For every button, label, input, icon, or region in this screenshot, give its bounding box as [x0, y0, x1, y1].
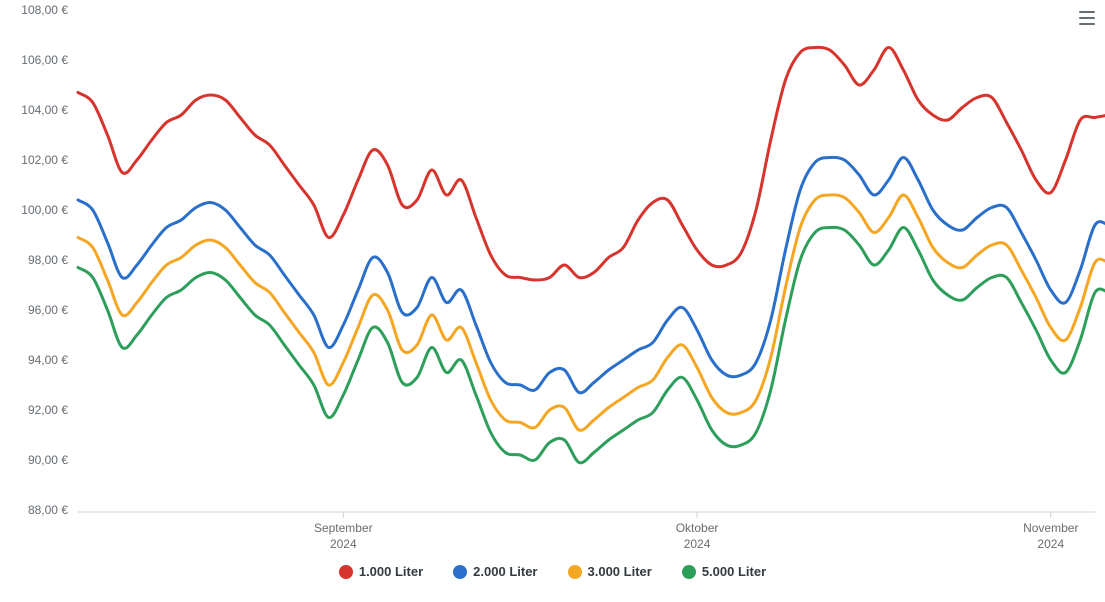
y-tick-label: 104,00 €: [21, 103, 68, 117]
series-line-s1000[interactable]: [78, 47, 1105, 280]
y-tick-label: 100,00 €: [21, 203, 68, 217]
y-tick-label: 102,00 €: [21, 153, 68, 167]
y-tick-label: 96,00 €: [28, 303, 68, 317]
x-tick-sublabel: 2024: [330, 537, 357, 551]
y-tick-label: 94,00 €: [28, 353, 68, 367]
legend-item-s5000[interactable]: 5.000 Liter: [682, 564, 766, 579]
y-tick-label: 106,00 €: [21, 53, 68, 67]
x-tick-sublabel: 2024: [684, 537, 711, 551]
legend-item-s2000[interactable]: 2.000 Liter: [453, 564, 537, 579]
legend-item-s3000[interactable]: 3.000 Liter: [568, 564, 652, 579]
x-tick-label: Oktober: [676, 521, 719, 535]
x-tick-label: November: [1023, 521, 1078, 535]
series-line-s3000[interactable]: [78, 195, 1105, 431]
y-tick-label: 98,00 €: [28, 253, 68, 267]
legend-swatch-icon: [453, 565, 467, 579]
y-tick-label: 90,00 €: [28, 453, 68, 467]
y-tick-label: 88,00 €: [28, 503, 68, 517]
legend-swatch-icon: [682, 565, 696, 579]
chart-plot-area: 88,00 € 90,00 € 92,00 € 94,00 € 96,00 € 98,00…: [0, 0, 1105, 560]
legend-label: 5.000 Liter: [702, 564, 766, 579]
legend-swatch-icon: [339, 565, 353, 579]
legend-label: 1.000 Liter: [359, 564, 423, 579]
price-chart: 88,00 € 90,00 € 92,00 € 94,00 € 96,00 € 98,00…: [0, 0, 1105, 602]
x-tick-sublabel: 2024: [1037, 537, 1064, 551]
hamburger-menu-icon[interactable]: [1075, 6, 1099, 30]
y-tick-label: 108,00 €: [21, 3, 68, 17]
legend-label: 3.000 Liter: [588, 564, 652, 579]
legend-label: 2.000 Liter: [473, 564, 537, 579]
y-tick-label: 92,00 €: [28, 403, 68, 417]
x-tick-label: September: [314, 521, 373, 535]
series-line-s5000[interactable]: [78, 227, 1105, 463]
legend-item-s1000[interactable]: 1.000 Liter: [339, 564, 423, 579]
legend-swatch-icon: [568, 565, 582, 579]
chart-legend: 1.000 Liter 2.000 Liter 3.000 Liter 5.000 L…: [0, 564, 1105, 579]
